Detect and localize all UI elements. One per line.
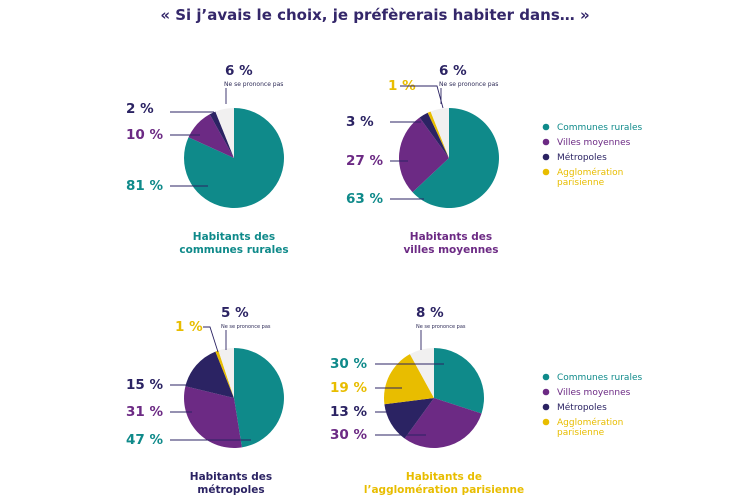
pct-label-communes-rurales: 47 % bbox=[126, 432, 163, 448]
legend-swatch bbox=[542, 153, 550, 161]
pie-slice-communes-rurales bbox=[184, 108, 285, 208]
pie-chart-3: 47 % 31 % 15 % 1 % 5 % Ne se prononce pas Habi… bbox=[126, 305, 284, 496]
legend-item-agglomeration-parisienne: Agglomération parisienne bbox=[557, 167, 623, 188]
legend-item-communes-rurales: Communes rurales bbox=[557, 373, 642, 383]
no-opinion-label: Ne se prononce pas bbox=[439, 81, 498, 88]
pie-slice-communes-rurales bbox=[434, 348, 484, 414]
legend-item-communes-rurales: Communes rurales bbox=[557, 123, 642, 133]
legend-swatch bbox=[542, 168, 550, 176]
pct-label-villes-moyennes: 10 % bbox=[126, 127, 163, 143]
leader-line bbox=[203, 326, 219, 353]
pct-label-villes-moyennes: 31 % bbox=[126, 404, 163, 420]
chart-title: « Si j’avais le choix, je préfèrerais ha… bbox=[160, 6, 590, 24]
pct-label-metropoles: 3 % bbox=[346, 114, 374, 130]
pct-label-metropoles: 2 % bbox=[126, 101, 154, 117]
legend-item-villes-moyennes: Villes moyennes bbox=[557, 388, 631, 398]
pie-caption: Habitants des villes moyennes bbox=[403, 231, 498, 256]
pie-slice-metropoles bbox=[185, 351, 234, 398]
legend-swatch bbox=[542, 418, 550, 426]
pie-slice-villes-moyennes bbox=[398, 117, 449, 193]
pie-slice-agglomeration-parisienne bbox=[383, 354, 434, 405]
legend-swatch bbox=[542, 388, 550, 396]
pct-label-ne-se-prononce-pas: 8 % bbox=[416, 305, 444, 321]
no-opinion-label: Ne se prononce pas bbox=[416, 324, 466, 330]
pct-label-agglomeration-parisienne: 19 % bbox=[330, 380, 367, 396]
legend-swatch bbox=[542, 373, 550, 381]
pie-slice-ne-se-prononce-pas bbox=[215, 107, 234, 158]
pie-slice-metropoles bbox=[384, 398, 434, 439]
pie-slice-communes-rurales bbox=[234, 348, 284, 448]
pie-slice-ne-se-prononce-pas bbox=[218, 348, 234, 398]
legend-swatch bbox=[542, 138, 550, 146]
pct-label-ne-se-prononce-pas: 6 % bbox=[439, 63, 467, 79]
pie-slice-ne-se-prononce-pas bbox=[409, 347, 434, 398]
pct-label-communes-rurales: 63 % bbox=[346, 191, 383, 207]
pct-label-metropoles: 13 % bbox=[330, 404, 367, 420]
legend-item-agglomeration-parisienne: Agglomération parisienne bbox=[557, 417, 623, 438]
pie-slice-ne-se-prononce-pas bbox=[430, 108, 449, 158]
pie-chart-2: 63 %27 %3 %1 %6 %Ne se prononce pasHabit… bbox=[346, 63, 499, 256]
legend-swatch bbox=[542, 123, 550, 131]
pie-slice-agglomeration-parisienne bbox=[215, 350, 234, 398]
pct-label-metropoles: 15 % bbox=[126, 377, 163, 393]
pie-slice-villes-moyennes bbox=[184, 386, 242, 448]
legend-2: Communes rurales Villes moyennes Métropole… bbox=[542, 373, 642, 438]
no-opinion-label: Ne se prononce pas bbox=[224, 81, 283, 88]
pct-label-villes-moyennes: 27 % bbox=[346, 153, 383, 169]
pct-label-ne-se-prononce-pas: 5 % bbox=[221, 305, 249, 321]
pie-slice-villes-moyennes bbox=[404, 398, 482, 448]
pie-slice-villes-moyennes bbox=[188, 114, 234, 158]
pie-chart-4: 30 % 30 % 13 % 19 % 8 % Ne se prononce pas Hab… bbox=[330, 305, 524, 496]
legend-swatch bbox=[542, 403, 550, 411]
legend-item-metropoles: Métropoles bbox=[557, 152, 607, 163]
pct-label-communes-rurales: 81 % bbox=[126, 178, 163, 194]
legend-item-metropoles: Métropoles bbox=[557, 402, 607, 413]
pie-caption: Habitants des métropoles bbox=[190, 471, 272, 496]
pie-slice-metropoles bbox=[419, 112, 449, 158]
pie-slice-communes-rurales bbox=[412, 108, 499, 208]
legend-item-villes-moyennes: Villes moyennes bbox=[557, 138, 631, 148]
pct-label-agglomeration-parisienne: 1 % bbox=[175, 319, 203, 335]
pie-slice-agglomeration-parisienne bbox=[427, 111, 449, 158]
pct-label-villes-moyennes: 30 % bbox=[330, 427, 367, 443]
pie-chart-1: 81 % 10 % 2 % 6 % Ne se prononce pas Habitant… bbox=[126, 63, 289, 256]
no-opinion-label: Ne se prononce pas bbox=[221, 324, 271, 330]
pie-caption: Habitants des communes rurales bbox=[179, 231, 288, 256]
pie-slice-metropoles bbox=[209, 111, 234, 158]
legend-1: Communes rurales Villes moyennes Métropole… bbox=[542, 123, 642, 188]
pct-label-ne-se-prononce-pas: 6 % bbox=[225, 63, 253, 79]
pct-label-communes-rurales: 30 % bbox=[330, 356, 367, 372]
pie-caption: Habitants de l’agglomération parisienne bbox=[364, 471, 524, 496]
